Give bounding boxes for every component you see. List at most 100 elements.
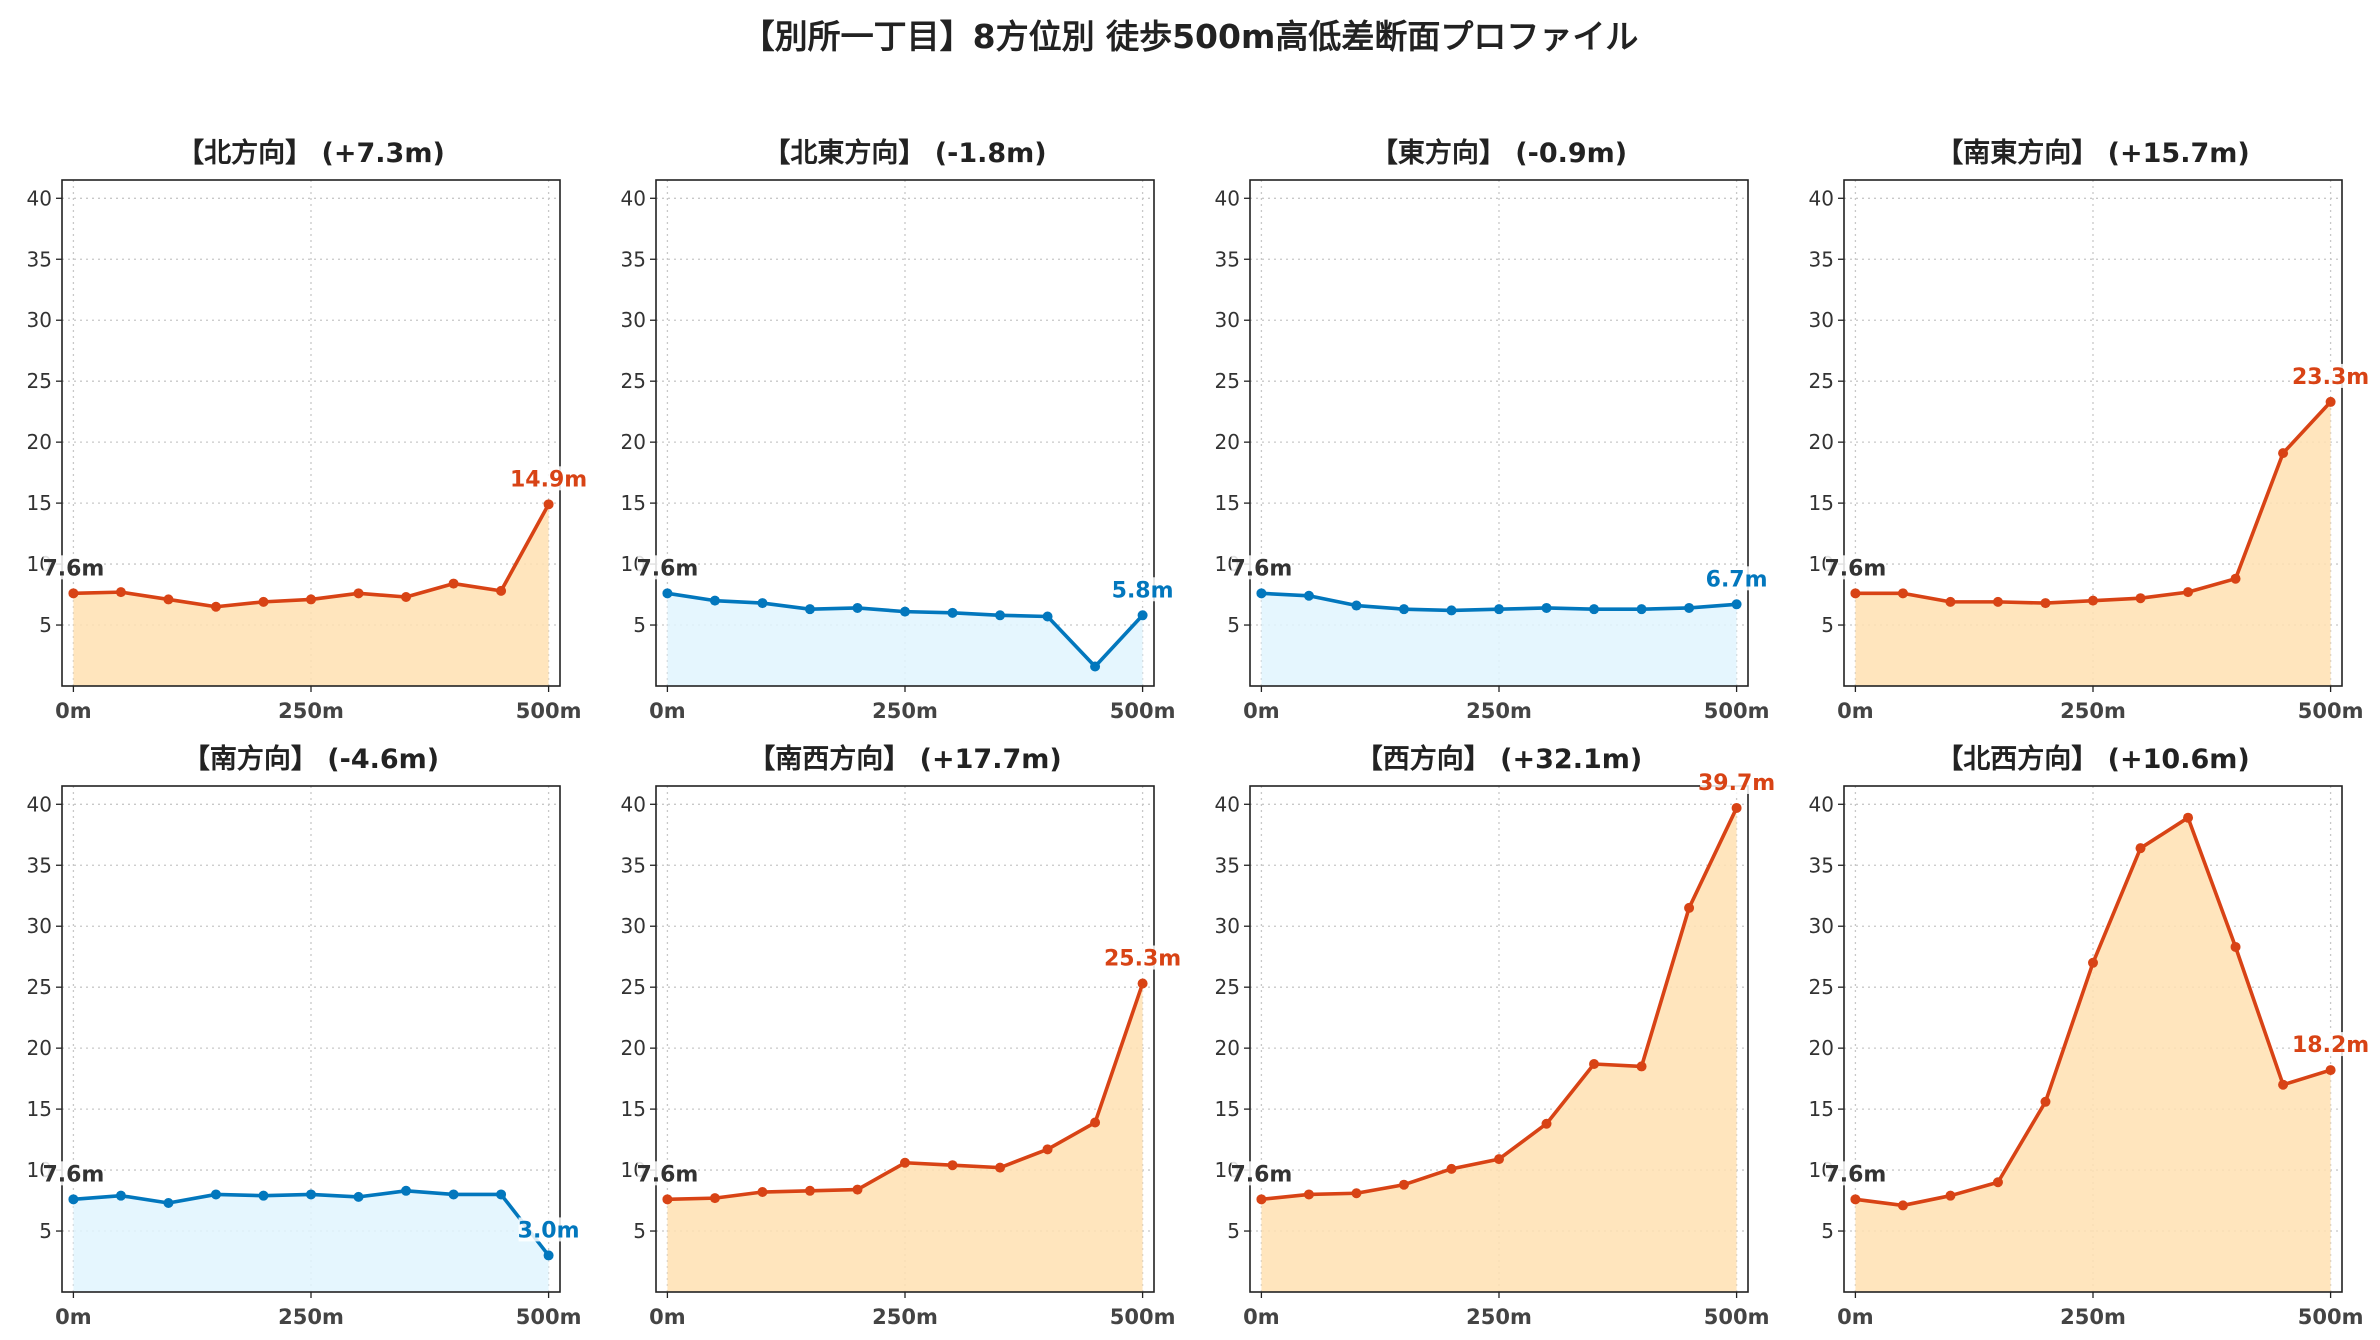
y-tick-label: 30 xyxy=(621,308,646,332)
panel-title: 【南東方向】 (+15.7m) xyxy=(1936,137,2249,169)
start-elevation-label: 7.6m xyxy=(1824,1162,1886,1187)
y-tick-label: 40 xyxy=(27,792,52,816)
data-point xyxy=(1731,599,1742,610)
x-tick-label: 250m xyxy=(1466,699,1532,723)
y-tick-label: 40 xyxy=(1809,792,1834,816)
y-tick-label: 20 xyxy=(1215,1036,1240,1060)
x-tick-label: 500m xyxy=(516,1305,582,1329)
x-tick-label: 500m xyxy=(1704,1305,1770,1329)
x-tick-label: 250m xyxy=(2060,699,2126,723)
panel-title: 【北西方向】 (+10.6m) xyxy=(1936,743,2249,775)
y-tick-label: 20 xyxy=(1215,430,1240,454)
data-point xyxy=(1945,1190,1956,1201)
data-point xyxy=(804,604,815,615)
start-label-bg xyxy=(43,555,104,580)
data-point xyxy=(401,1185,412,1196)
data-point xyxy=(852,602,863,613)
data-point xyxy=(1042,1144,1053,1155)
y-tick-label: 15 xyxy=(27,491,52,515)
x-tick-label: 0m xyxy=(1243,1305,1280,1329)
y-tick-label: 15 xyxy=(621,491,646,515)
data-point xyxy=(68,588,79,599)
y-tick-label: 5 xyxy=(1821,1219,1834,1243)
end-label-bg xyxy=(518,1217,579,1242)
end-label-bg xyxy=(1106,945,1180,970)
data-point xyxy=(2040,1096,2051,1107)
data-point xyxy=(2325,396,2336,407)
data-point xyxy=(995,610,1006,621)
x-tick-label: 0m xyxy=(55,699,92,723)
start-elevation-label: 7.6m xyxy=(1824,556,1886,581)
y-tick-label: 40 xyxy=(621,792,646,816)
data-point xyxy=(1303,1189,1314,1200)
end-label-bg xyxy=(2294,363,2368,388)
area-fill xyxy=(73,504,549,686)
y-tick-label: 40 xyxy=(1215,792,1240,816)
y-tick-label: 35 xyxy=(1215,853,1240,877)
data-point xyxy=(1992,596,2003,607)
y-tick-label: 20 xyxy=(27,1036,52,1060)
data-point xyxy=(1256,588,1267,599)
data-point xyxy=(258,1190,269,1201)
data-point xyxy=(947,607,958,618)
x-tick-label: 250m xyxy=(2060,1305,2126,1329)
y-tick-label: 30 xyxy=(1809,914,1834,938)
y-tick-label: 5 xyxy=(39,613,52,637)
data-point xyxy=(1351,600,1362,611)
x-tick-label: 500m xyxy=(516,699,582,723)
data-point xyxy=(1446,605,1457,616)
x-tick-label: 250m xyxy=(278,699,344,723)
data-point xyxy=(1303,590,1314,601)
y-tick-label: 35 xyxy=(1809,247,1834,271)
data-point xyxy=(258,596,269,607)
data-point xyxy=(2325,1065,2336,1076)
x-tick-label: 500m xyxy=(2298,699,2364,723)
data-point xyxy=(1042,611,1053,622)
y-tick-label: 5 xyxy=(1821,613,1834,637)
data-point xyxy=(1541,602,1552,613)
panel-title: 【西方向】 (+32.1m) xyxy=(1356,743,1642,775)
data-point xyxy=(1636,604,1647,615)
start-label-bg xyxy=(43,1161,104,1186)
panel-title: 【東方向】 (-0.9m) xyxy=(1371,137,1627,169)
data-point xyxy=(306,1189,316,1200)
data-point xyxy=(1636,1061,1647,1072)
x-tick-label: 250m xyxy=(1466,1305,1532,1329)
panel-title: 【南西方向】 (+17.7m) xyxy=(748,743,1061,775)
data-point xyxy=(448,578,459,589)
x-tick-label: 500m xyxy=(1110,699,1176,723)
x-tick-label: 250m xyxy=(872,1305,938,1329)
x-tick-label: 250m xyxy=(872,699,938,723)
data-point xyxy=(210,1189,221,1200)
y-tick-label: 30 xyxy=(27,308,52,332)
end-label-bg xyxy=(1700,769,1774,794)
data-point xyxy=(2088,957,2098,968)
data-point xyxy=(163,1197,174,1208)
data-point xyxy=(757,1187,768,1198)
start-elevation-label: 7.6m xyxy=(636,556,698,581)
end-label-bg xyxy=(512,466,586,491)
area-fill xyxy=(1261,593,1737,686)
y-tick-label: 15 xyxy=(1215,491,1240,515)
y-tick-label: 35 xyxy=(27,247,52,271)
y-tick-label: 40 xyxy=(621,186,646,210)
y-tick-label: 25 xyxy=(621,975,646,999)
data-point xyxy=(306,594,316,605)
start-label-bg xyxy=(637,1161,698,1186)
data-point xyxy=(1398,1179,1409,1190)
y-tick-label: 25 xyxy=(1809,975,1834,999)
y-tick-label: 30 xyxy=(1215,914,1240,938)
y-tick-label: 15 xyxy=(621,1097,646,1121)
panel-title: 【南方向】 (-4.6m) xyxy=(183,743,439,775)
data-point xyxy=(1945,596,1956,607)
start-label-bg xyxy=(1825,555,1886,580)
data-point xyxy=(1541,1118,1552,1129)
y-tick-label: 15 xyxy=(1215,1097,1240,1121)
y-tick-label: 25 xyxy=(27,975,52,999)
y-tick-label: 30 xyxy=(27,914,52,938)
